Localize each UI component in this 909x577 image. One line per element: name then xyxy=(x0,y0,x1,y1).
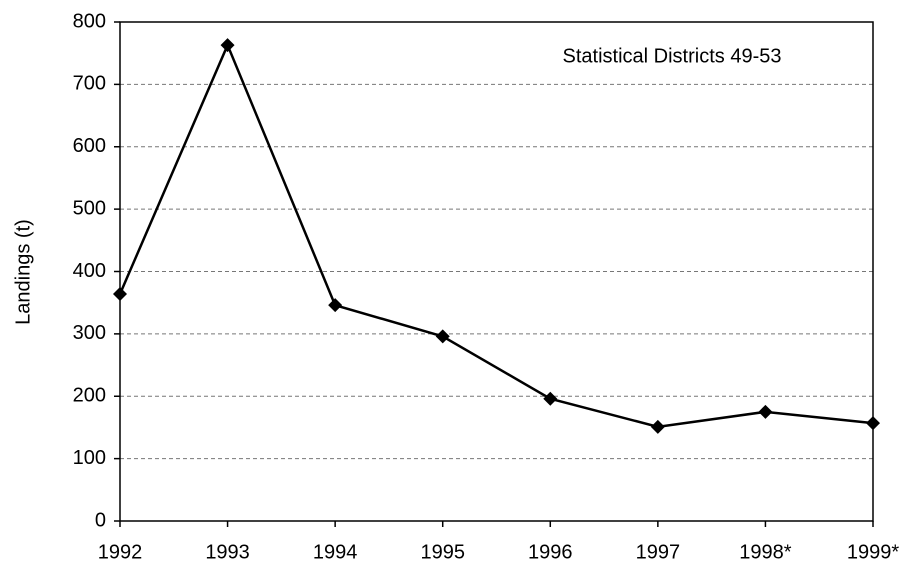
x-tick-label: 1997 xyxy=(636,541,681,563)
x-tick-label: 1998* xyxy=(739,541,791,563)
y-tick-label: 700 xyxy=(73,73,106,95)
y-tick-label: 100 xyxy=(73,447,106,469)
y-tick-label: 500 xyxy=(73,197,106,219)
y-tick-label: 0 xyxy=(95,509,106,531)
x-tick-label: 1996 xyxy=(528,541,573,563)
plot-frame xyxy=(119,21,874,522)
data-point xyxy=(113,286,127,301)
data-point xyxy=(758,404,773,419)
data-point xyxy=(220,38,235,53)
y-tick-label: 400 xyxy=(73,260,106,282)
x-tick-label: 1992 xyxy=(98,541,143,563)
y-tick-label: 300 xyxy=(73,322,106,344)
y-tick-label: 800 xyxy=(73,10,106,32)
x-tick-label: 1999* xyxy=(847,541,899,563)
data-point xyxy=(866,416,880,431)
data-point xyxy=(650,419,665,434)
x-tick-label: 1994 xyxy=(313,541,358,563)
x-tick-label: 1995 xyxy=(420,541,465,563)
data-point xyxy=(328,298,343,313)
y-axis-label: Landings (t) xyxy=(12,219,34,325)
data-point xyxy=(435,329,450,344)
y-tick-label: 200 xyxy=(73,385,106,407)
annotation: Statistical Districts 49-53 xyxy=(563,45,782,67)
y-tick-label: 600 xyxy=(73,135,106,157)
data-line xyxy=(118,41,874,429)
x-tick-label: 1993 xyxy=(205,541,250,563)
data-point xyxy=(543,391,558,406)
